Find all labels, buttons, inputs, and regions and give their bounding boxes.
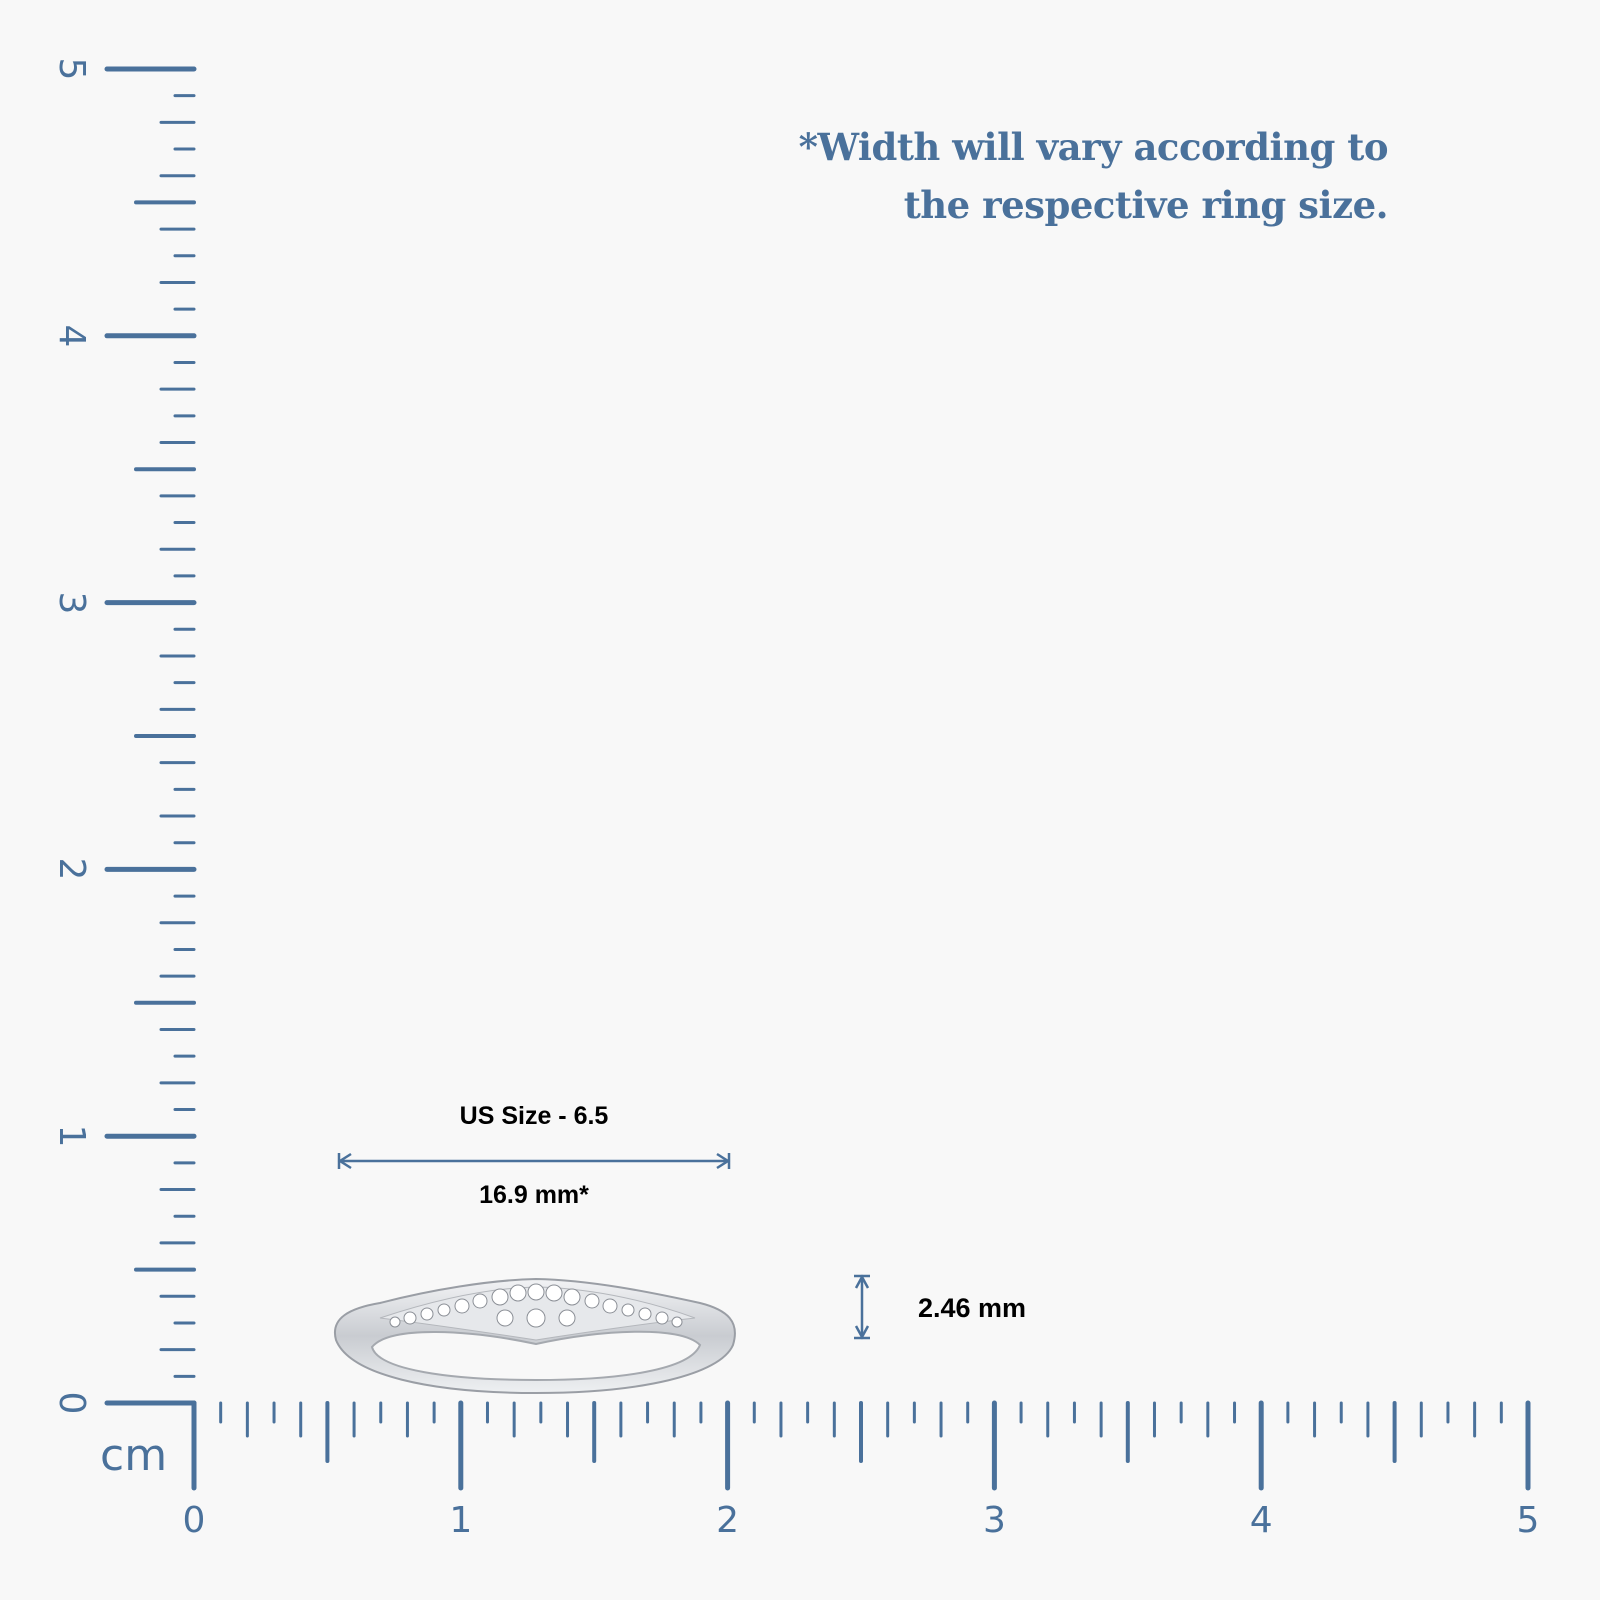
horizontal-tick-label: 3 (982, 1500, 1006, 1541)
horizontal-tick-label: 2 (716, 1500, 740, 1541)
height-measurement-label: 2.46 mm (918, 1293, 1027, 1323)
diamond-stone (563, 1288, 581, 1306)
vertical-tick-label: 4 (50, 324, 92, 348)
width-dimension-arrow (337, 1152, 731, 1170)
diamond-stone (558, 1309, 576, 1327)
diamond-stone (545, 1284, 563, 1302)
us-size-label: US Size - 6.5 (459, 1102, 609, 1130)
diamond-stone (655, 1311, 669, 1325)
diamond-stone (584, 1293, 600, 1309)
height-dimension-arrow (854, 1274, 870, 1340)
vertical-tick-label: 3 (50, 591, 92, 615)
horizontal-tick-label: 4 (1249, 1500, 1273, 1541)
width-disclaimer-note: *Width will vary according to the respec… (798, 118, 1389, 234)
horizontal-tick-label: 5 (1516, 1500, 1540, 1541)
diamond-stone (602, 1298, 618, 1314)
vertical-tick-label: 1 (50, 1124, 92, 1148)
diamond-stone (496, 1309, 514, 1327)
width-measurement-label: 16.9 mm* (479, 1181, 589, 1209)
diamond-stone (638, 1307, 652, 1321)
ring-image (333, 1277, 736, 1395)
diamond-stone (389, 1316, 401, 1328)
diamond-stone (437, 1303, 451, 1317)
vertical-tick-label: 2 (50, 857, 92, 881)
diamond-stone (526, 1308, 546, 1328)
diamond-stone (509, 1284, 527, 1302)
diamond-stone (403, 1311, 417, 1325)
vertical-tick-label: 0 (50, 1391, 92, 1415)
horizontal-tick-label: 0 (182, 1500, 206, 1541)
vertical-tick-label: 5 (50, 57, 92, 81)
ruler-ticks (104, 66, 1531, 1491)
horizontal-tick-label: 1 (449, 1500, 473, 1541)
diamond-stone (491, 1288, 509, 1306)
unit-label: cm (100, 1430, 168, 1481)
diamond-stone (671, 1316, 683, 1328)
diamond-stone (472, 1293, 488, 1309)
diamond-stone (420, 1307, 434, 1321)
diamond-stone (527, 1283, 545, 1301)
diamond-stone (621, 1303, 635, 1317)
note-line-2: the respective ring size. (903, 183, 1389, 227)
note-line-1: *Width will vary according to (798, 125, 1389, 169)
diamond-stone (454, 1298, 470, 1314)
